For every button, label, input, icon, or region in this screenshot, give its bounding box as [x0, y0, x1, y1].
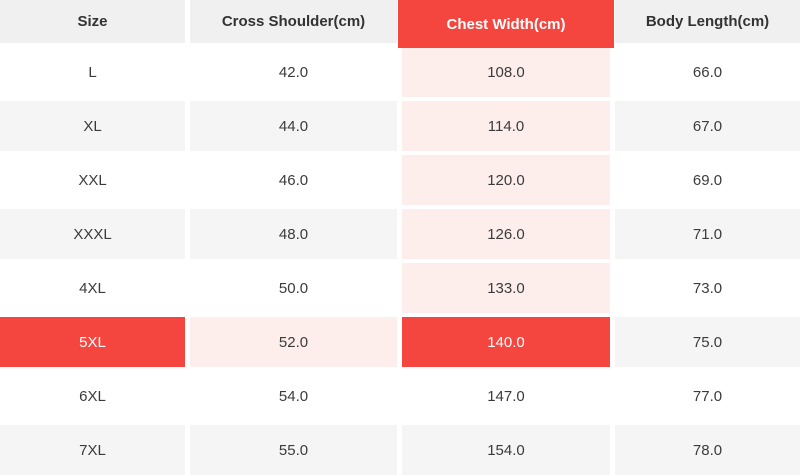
body-length-value-cell: 77.0 [615, 371, 800, 421]
size-label-cell[interactable]: L [0, 47, 185, 97]
cross-shoulder-value-cell: 54.0 [190, 371, 397, 421]
column-header-body-length[interactable]: Body Length(cm) [615, 0, 800, 43]
chest-width-value-cell: 126.0 [402, 209, 610, 259]
chest-width-value-cell: 114.0 [402, 101, 610, 151]
column-header-size[interactable]: Size [0, 0, 185, 43]
body-length-value-cell: 73.0 [615, 263, 800, 313]
body-length-value-cell: 69.0 [615, 155, 800, 205]
cross-shoulder-value-cell: 42.0 [190, 47, 397, 97]
size-label-cell[interactable]: 4XL [0, 263, 185, 313]
chest-width-value-cell: 154.0 [402, 425, 610, 475]
body-length-value-cell: 75.0 [615, 317, 800, 367]
size-label-cell[interactable]: XL [0, 101, 185, 151]
body-length-value-cell: 78.0 [615, 425, 800, 475]
cross-shoulder-value-cell: 44.0 [190, 101, 397, 151]
chest-width-value-cell: 147.0 [402, 371, 610, 421]
cross-shoulder-value-cell: 46.0 [190, 155, 397, 205]
size-label-cell[interactable]: XXL [0, 155, 185, 205]
chest-width-value-cell: 120.0 [402, 155, 610, 205]
size-label-cell[interactable]: 5XL [0, 317, 185, 367]
body-length-value-cell: 71.0 [615, 209, 800, 259]
chest-width-value-cell: 108.0 [402, 47, 610, 97]
cross-shoulder-value-cell: 52.0 [190, 317, 397, 367]
chest-width-value-cell: 133.0 [402, 263, 610, 313]
body-length-value-cell: 66.0 [615, 47, 800, 97]
column-header-cross-shoulder[interactable]: Cross Shoulder(cm) [190, 0, 397, 43]
column-header-chest-width[interactable]: Chest Width(cm) [398, 0, 614, 48]
cross-shoulder-value-cell: 55.0 [190, 425, 397, 475]
size-label-cell[interactable]: XXXL [0, 209, 185, 259]
body-length-value-cell: 67.0 [615, 101, 800, 151]
size-label-cell[interactable]: 6XL [0, 371, 185, 421]
cross-shoulder-value-cell: 48.0 [190, 209, 397, 259]
size-label-cell[interactable]: 7XL [0, 425, 185, 475]
chest-width-value-cell: 140.0 [402, 317, 610, 367]
cross-shoulder-value-cell: 50.0 [190, 263, 397, 313]
